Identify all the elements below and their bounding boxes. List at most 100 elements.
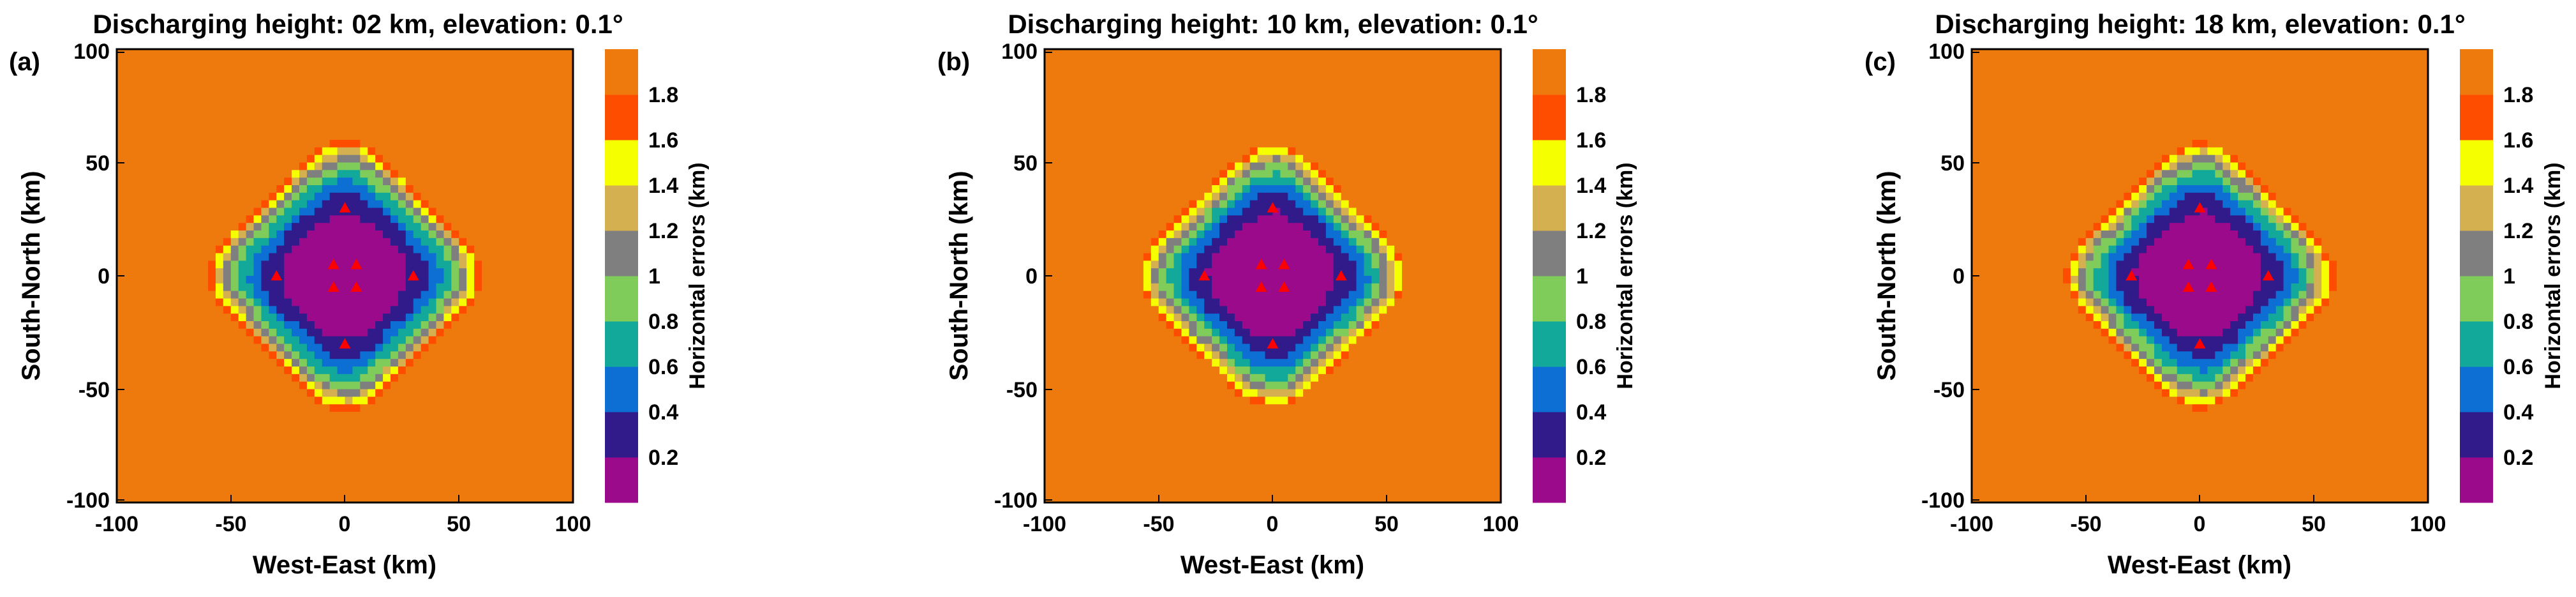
contour-cell <box>1052 283 1061 292</box>
contour-cell <box>1120 72 1129 80</box>
contour-cell <box>185 79 193 87</box>
contour-cell <box>345 412 354 420</box>
contour-cell <box>276 487 285 495</box>
contour-cell <box>360 367 368 375</box>
contour-cell <box>496 245 505 254</box>
contour-cell <box>527 381 536 390</box>
contour-cell <box>139 192 148 201</box>
contour-cell <box>1098 261 1106 269</box>
contour-cell <box>1196 178 1205 186</box>
contour-cell <box>1166 283 1175 292</box>
contour-cell <box>261 442 269 450</box>
contour-cell <box>368 314 376 322</box>
contour-cell <box>1136 291 1144 299</box>
contour-cell <box>284 472 292 481</box>
contour-cell <box>208 359 216 367</box>
contour-cell <box>504 117 513 125</box>
contour-cell <box>200 381 209 390</box>
contour-cell <box>299 457 308 465</box>
contour-cell <box>162 351 171 359</box>
contour-cell <box>1166 298 1175 306</box>
contour-cell <box>368 457 376 465</box>
contour-cell <box>391 283 399 292</box>
contour-cell <box>565 49 574 57</box>
contour-cell <box>162 140 171 148</box>
contour-cell <box>139 344 148 352</box>
contour-cell <box>1150 49 1159 57</box>
colorbar-swatch <box>605 367 638 412</box>
contour-cell <box>284 132 292 140</box>
contour-cell <box>383 185 391 193</box>
contour-cell <box>405 230 414 239</box>
contour-cell <box>253 140 262 148</box>
contour-cell <box>1166 276 1175 284</box>
contour-cell <box>496 170 505 178</box>
contour-cell <box>504 419 513 428</box>
contour-cell <box>253 336 262 345</box>
contour-cell <box>162 344 171 352</box>
contour-cell <box>238 140 247 148</box>
contour-cell <box>504 245 513 254</box>
panel-a-colorbar-tick: 0.6 <box>648 355 678 379</box>
contour-cell <box>405 314 414 322</box>
contour-cell <box>421 397 429 405</box>
contour-cell <box>238 480 247 488</box>
contour-cell <box>352 268 361 276</box>
contour-cell <box>1189 238 1197 246</box>
contour-cell <box>193 434 201 442</box>
contour-cell <box>421 457 429 465</box>
contour-cell <box>147 464 156 473</box>
contour-cell <box>147 147 156 156</box>
contour-cell <box>170 117 178 125</box>
contour-cell <box>1045 283 1053 292</box>
contour-cell <box>1059 268 1068 276</box>
contour-cell <box>1105 261 1113 269</box>
contour-cell <box>398 208 406 216</box>
contour-cell <box>565 367 574 375</box>
contour-cell <box>443 298 452 306</box>
contour-cell <box>261 404 269 412</box>
contour-cell <box>535 117 543 125</box>
contour-cell <box>230 306 239 314</box>
contour-cell <box>550 291 558 299</box>
contour-cell <box>1082 155 1091 163</box>
contour-cell <box>154 434 163 442</box>
contour-cell <box>276 200 285 209</box>
contour-cell <box>1128 336 1136 345</box>
contour-cell <box>299 215 308 223</box>
contour-cell <box>299 200 308 209</box>
contour-cell <box>375 472 383 481</box>
contour-cell <box>154 64 163 73</box>
contour-cell <box>466 283 475 292</box>
contour-cell <box>1158 155 1167 163</box>
contour-cell <box>139 298 148 306</box>
contour-cell <box>1105 72 1113 80</box>
contour-cell <box>170 268 178 276</box>
contour-cell <box>253 480 262 488</box>
contour-cell <box>208 480 216 488</box>
contour-cell <box>208 132 216 140</box>
contour-cell <box>1120 314 1129 322</box>
contour-cell <box>428 298 437 306</box>
contour-cell <box>368 230 376 239</box>
contour-cell <box>1090 487 1099 495</box>
contour-cell <box>1067 495 1076 503</box>
contour-cell <box>322 419 331 428</box>
contour-cell <box>1090 472 1099 481</box>
contour-cell <box>1189 344 1197 352</box>
contour-cell <box>1204 464 1212 473</box>
contour-cell <box>154 230 163 239</box>
contour-cell <box>436 427 445 435</box>
contour-cell <box>230 261 239 269</box>
contour-cell <box>1136 140 1144 148</box>
panel-a-colorbar <box>605 49 638 503</box>
contour-cell <box>466 147 475 156</box>
contour-cell <box>421 117 429 125</box>
contour-cell <box>1181 72 1190 80</box>
contour-cell <box>421 442 429 450</box>
contour-cell <box>1189 321 1197 329</box>
contour-cell <box>1090 314 1099 322</box>
contour-cell <box>314 397 323 405</box>
contour-cell <box>436 56 445 65</box>
contour-cell <box>360 381 368 390</box>
